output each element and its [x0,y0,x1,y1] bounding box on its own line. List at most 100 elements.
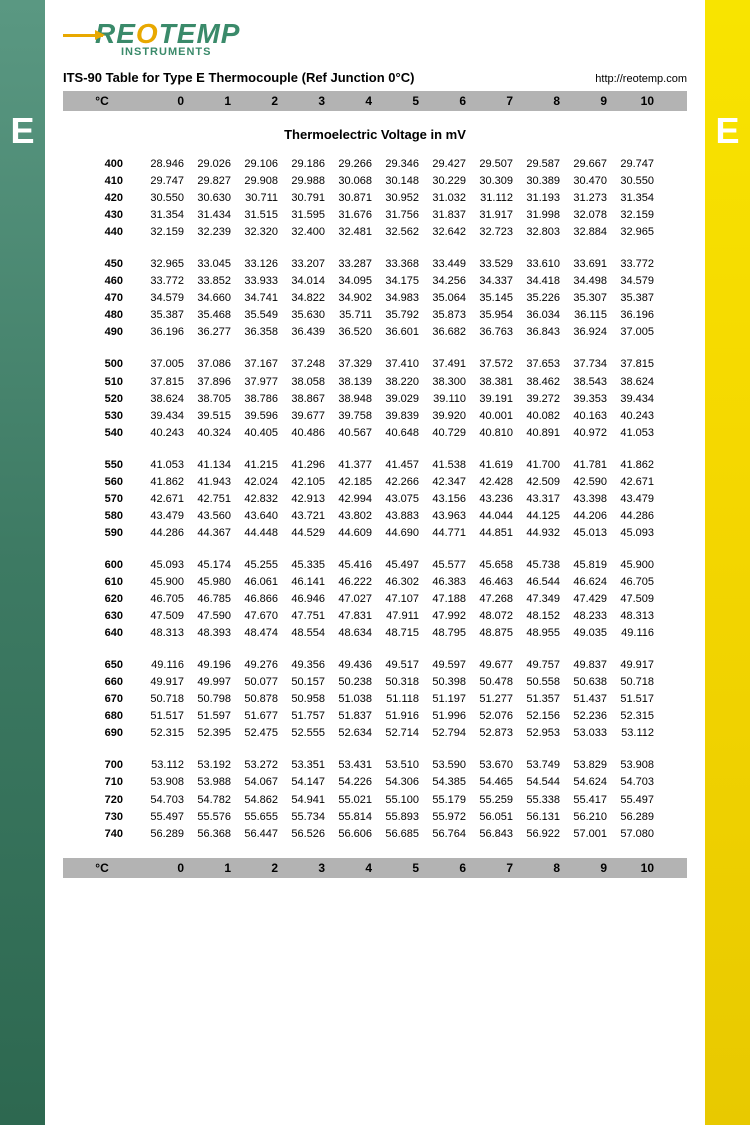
cell-value: 35.630 [278,307,325,324]
cell-value: 44.771 [419,525,466,542]
cell-value: 38.220 [372,374,419,391]
cell-value: 42.266 [372,474,419,491]
cell-value: 52.395 [184,725,231,742]
cell-value: 50.077 [231,674,278,691]
cell-value: 41.296 [278,457,325,474]
cell-value: 40.972 [560,425,607,442]
cell-value: 49.917 [607,657,654,674]
cell-value: 32.884 [560,224,607,241]
cell-value: 39.839 [372,408,419,425]
table-block: 65049.11649.19649.27649.35649.43649.5174… [63,657,687,742]
cell-value: 38.867 [278,391,325,408]
cell-value: 32.078 [560,207,607,224]
cell-value: 55.179 [419,792,466,809]
cell-value: 50.798 [184,691,231,708]
table-body: 40028.94629.02629.10629.18629.26629.3462… [63,156,687,843]
cell-value: 48.072 [466,608,513,625]
side-letter-left: E [10,110,34,152]
table-block: 40028.94629.02629.10629.18629.26629.3462… [63,156,687,241]
cell-value: 56.289 [607,809,654,826]
cell-value: 42.994 [325,491,372,508]
cell-value: 52.873 [466,725,513,742]
header-unit: °C [67,94,137,108]
row-temp: 570 [67,491,137,508]
header-col: 0 [137,94,184,108]
cell-value: 49.196 [184,657,231,674]
table-subtitle: Thermoelectric Voltage in mV [63,127,687,142]
cell-value: 40.810 [466,425,513,442]
cell-value: 36.520 [325,324,372,341]
header-col: 7 [466,94,513,108]
cell-value: 43.075 [372,491,419,508]
cell-value: 47.509 [137,608,184,625]
cell-value: 55.576 [184,809,231,826]
cell-value: 32.965 [137,256,184,273]
cell-value: 47.027 [325,591,372,608]
table-row: 55041.05341.13441.21541.29641.37741.4574… [63,457,687,474]
table-row: 59044.28644.36744.44844.52944.60944.6904… [63,525,687,542]
cell-value: 46.463 [466,574,513,591]
cell-value: 34.418 [513,273,560,290]
cell-value: 35.307 [560,290,607,307]
cell-value: 30.871 [325,190,372,207]
table-block: 60045.09345.17445.25545.33545.41645.4974… [63,557,687,642]
cell-value: 28.946 [137,156,184,173]
cell-value: 43.479 [607,491,654,508]
cell-value: 42.509 [513,474,560,491]
row-temp: 480 [67,307,137,324]
cell-value: 56.051 [466,809,513,826]
cell-value: 37.005 [137,356,184,373]
table-row: 66049.91749.99750.07750.15750.23850.3185… [63,674,687,691]
cell-value: 55.497 [137,809,184,826]
cell-value: 53.112 [137,757,184,774]
table-block: 50037.00537.08637.16737.24837.32937.4103… [63,356,687,441]
cell-value: 40.405 [231,425,278,442]
cell-value: 39.353 [560,391,607,408]
table-row: 47034.57934.66034.74134.82234.90234.9833… [63,290,687,307]
cell-value: 30.389 [513,173,560,190]
cell-value: 56.447 [231,826,278,843]
cell-value: 40.243 [137,425,184,442]
cell-value: 34.095 [325,273,372,290]
cell-value: 52.555 [278,725,325,742]
row-temp: 670 [67,691,137,708]
cell-value: 51.837 [325,708,372,725]
cell-value: 39.191 [466,391,513,408]
cell-value: 40.001 [466,408,513,425]
cell-value: 37.815 [607,356,654,373]
cell-value: 38.381 [466,374,513,391]
cell-value: 56.526 [278,826,325,843]
cell-value: 56.843 [466,826,513,843]
cell-value: 53.988 [184,774,231,791]
cell-value: 47.670 [231,608,278,625]
header-col: 5 [372,861,419,875]
logo-row: REOTEMP INSTRUMENTS [63,20,687,58]
cell-value: 50.718 [607,674,654,691]
logo: REOTEMP INSTRUMENTS [63,20,240,58]
page-title: ITS-90 Table for Type E Thermocouple (Re… [63,70,414,85]
cell-value: 33.045 [184,256,231,273]
cell-value: 56.368 [184,826,231,843]
cell-value: 38.948 [325,391,372,408]
row-temp: 510 [67,374,137,391]
table-row: 41029.74729.82729.90829.98830.06830.1483… [63,173,687,190]
cell-value: 55.893 [372,809,419,826]
cell-value: 34.256 [419,273,466,290]
cell-value: 30.309 [466,173,513,190]
cell-value: 35.387 [137,307,184,324]
header-unit: °C [67,861,137,875]
table-footer: °C012345678910 [63,858,687,878]
cell-value: 42.185 [325,474,372,491]
table-row: 56041.86241.94342.02442.10542.18542.2664… [63,474,687,491]
table-row: 49036.19636.27736.35836.43936.52036.6013… [63,324,687,341]
table-row: 43031.35431.43431.51531.59531.67631.7563… [63,207,687,224]
cell-value: 34.902 [325,290,372,307]
cell-value: 36.763 [466,324,513,341]
table-row: 42030.55030.63030.71130.79130.87130.9523… [63,190,687,207]
cell-value: 50.157 [278,674,325,691]
cell-value: 44.044 [466,508,513,525]
cell-value: 46.302 [372,574,419,591]
cell-value: 44.448 [231,525,278,542]
cell-value: 33.852 [184,273,231,290]
cell-value: 36.358 [231,324,278,341]
